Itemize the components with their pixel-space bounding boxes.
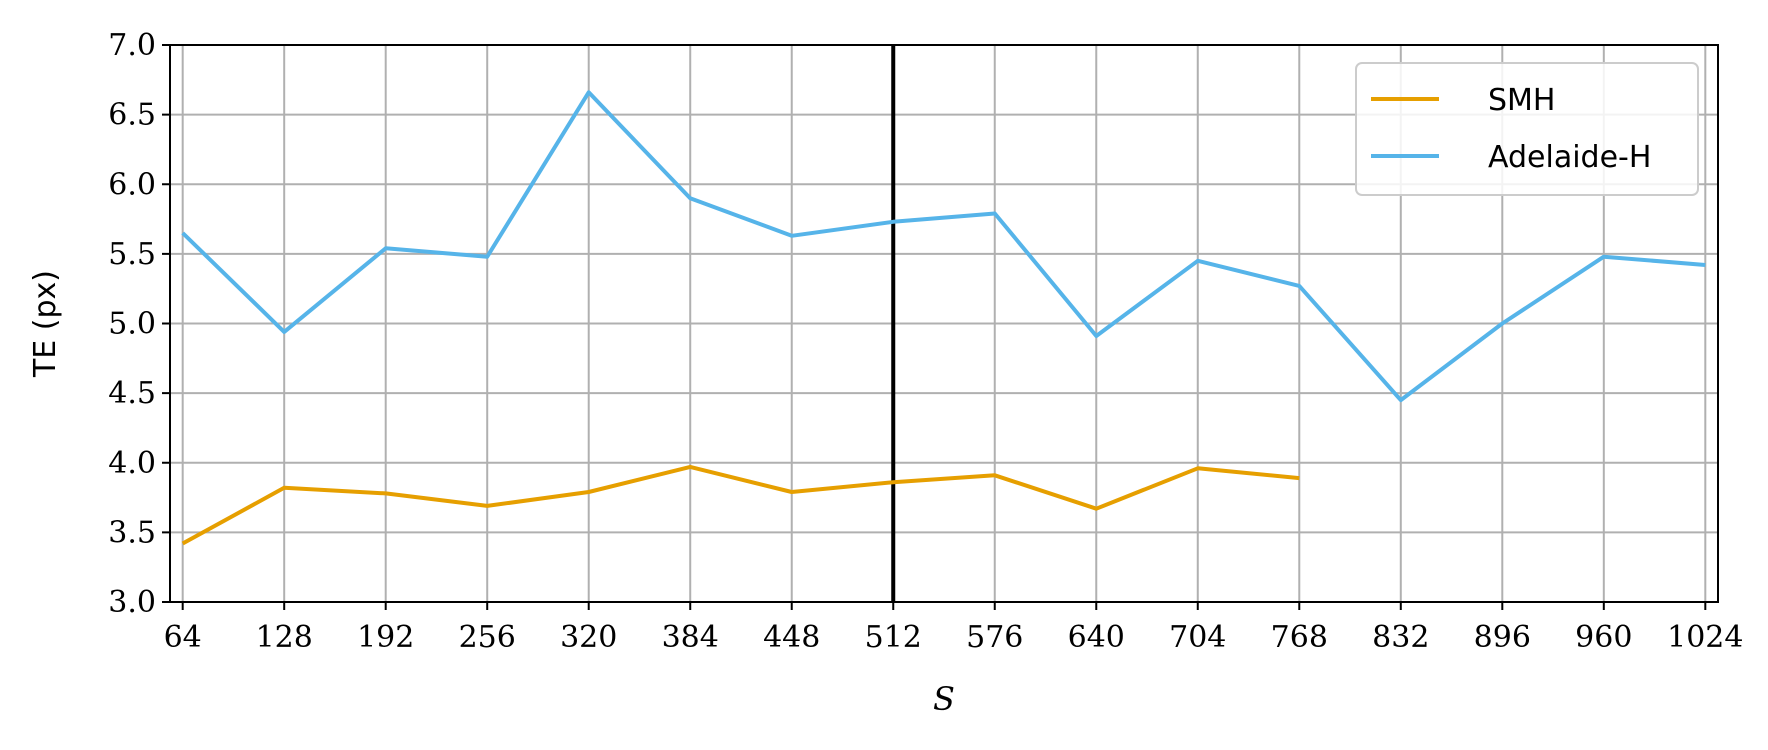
- legend: SMH Adelaide-H: [1355, 62, 1699, 196]
- y-tick-label: 7.0: [108, 28, 156, 63]
- y-tick-label: 3.0: [108, 585, 156, 620]
- y-tick-label: 4.0: [108, 446, 156, 481]
- y-tick-label: 5.0: [108, 307, 156, 342]
- y-axis-label: TE (px): [28, 270, 63, 378]
- x-axis-label: S: [933, 680, 955, 718]
- x-tick-label: 960: [1575, 620, 1632, 655]
- y-tick-label: 3.5: [108, 515, 156, 550]
- x-tick-label: 64: [164, 620, 202, 655]
- y-tick-label: 4.5: [108, 376, 156, 411]
- x-tick-label: 512: [865, 620, 922, 655]
- series-line-smh: [181, 464, 1300, 546]
- y-tick-label: 6.0: [108, 167, 156, 202]
- x-tick-label: 448: [763, 620, 820, 655]
- legend-label: Adelaide-H: [1488, 140, 1651, 175]
- x-tick-label: 320: [560, 620, 617, 655]
- legend-box: [1355, 62, 1699, 196]
- y-tick-label: 6.5: [108, 98, 156, 133]
- x-tick-label: 1024: [1667, 620, 1743, 655]
- x-tick-label: 640: [1068, 620, 1125, 655]
- x-tick-label: 832: [1372, 620, 1429, 655]
- series-line-adelaide-h: [181, 90, 1706, 403]
- x-tick-label: 704: [1169, 620, 1226, 655]
- x-tick-label: 128: [256, 620, 313, 655]
- series-layer: [181, 90, 1706, 546]
- x-tick-label: 896: [1474, 620, 1531, 655]
- x-tick-label: 768: [1271, 620, 1328, 655]
- x-tick-label: 576: [966, 620, 1023, 655]
- x-tick-label: 256: [459, 620, 516, 655]
- x-tick-label: 384: [662, 620, 719, 655]
- x-axis-ticks: 64 128 192 256 320 384 448 512 576 640 704 768 832 89…: [164, 602, 1743, 655]
- legend-label: SMH: [1488, 83, 1556, 118]
- y-tick-label: 5.5: [108, 237, 156, 272]
- x-tick-label: 192: [357, 620, 414, 655]
- y-axis-ticks: 3.0 3.5 4.0 4.5 5.0 5.5 6.0 6.5 7.0: [108, 28, 170, 620]
